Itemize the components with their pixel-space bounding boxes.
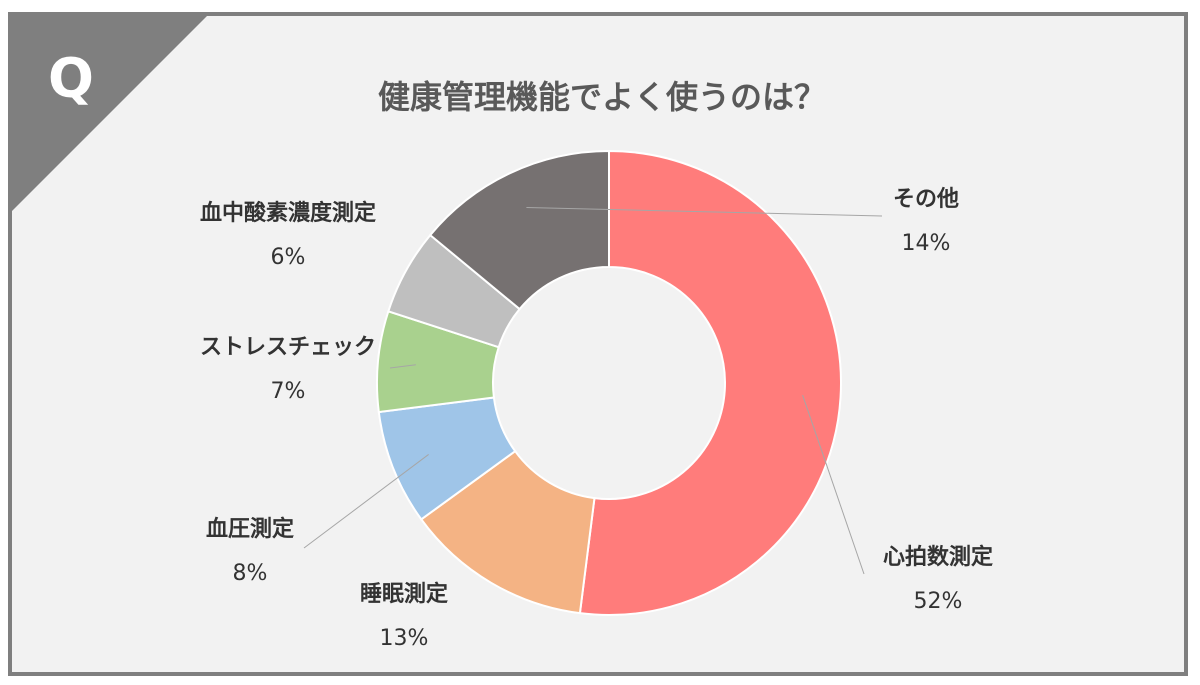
slice-label: 睡眠測定 bbox=[360, 581, 448, 607]
donut-slices bbox=[376, 149, 842, 616]
slice-label: 血中酸素濃度測定 bbox=[200, 200, 376, 226]
slice-labels: 心拍数測定 52% 睡眠測定 13% 血圧測定 8% ストレスチェック 7% 血中酸素濃度測定 6… bbox=[200, 187, 993, 651]
slice-label: ストレスチェック bbox=[200, 335, 376, 360]
slice-value-label: 14% bbox=[902, 231, 951, 256]
q-corner-badge bbox=[12, 16, 207, 211]
slice-value-label: 13% bbox=[380, 626, 429, 651]
leader-line bbox=[389, 364, 416, 369]
donut-slice bbox=[428, 149, 610, 311]
leader-line bbox=[802, 395, 865, 575]
slice-value-label: 8% bbox=[233, 561, 268, 586]
slice-value-label: 6% bbox=[271, 245, 306, 270]
q-badge-letter: Q bbox=[48, 47, 94, 110]
slice-label: 血圧測定 bbox=[206, 516, 294, 542]
slice-label: その他 bbox=[893, 187, 959, 212]
chart-title: 健康管理機能でよく使うのは？ bbox=[377, 78, 826, 116]
leader-line bbox=[303, 454, 429, 549]
slice-value-label: 52% bbox=[914, 589, 963, 614]
slice-label: 心拍数測定 bbox=[883, 544, 993, 570]
chart-frame: Q 健康管理機能でよく使うのは？ 心拍数測定 52% 睡眠測定 13% 血圧測定 8% スト… bbox=[8, 12, 1188, 676]
leader-line bbox=[526, 206, 883, 217]
donut-chart: 心拍数測定 52% 睡眠測定 13% 血圧測定 8% ストレスチェック 7% 血中酸素濃度測定 6… bbox=[200, 149, 993, 651]
leader-lines bbox=[303, 206, 883, 575]
slice-value-label: 7% bbox=[271, 379, 306, 404]
donut-slice bbox=[578, 149, 842, 616]
